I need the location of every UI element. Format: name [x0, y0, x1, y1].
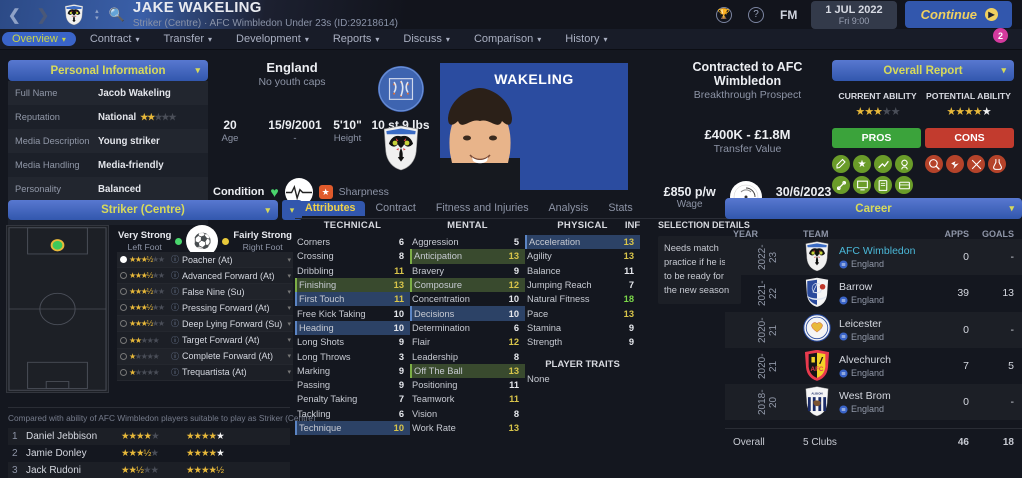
svg-text:ALBION: ALBION — [811, 392, 822, 396]
svg-text:AFC: AFC — [811, 366, 824, 373]
